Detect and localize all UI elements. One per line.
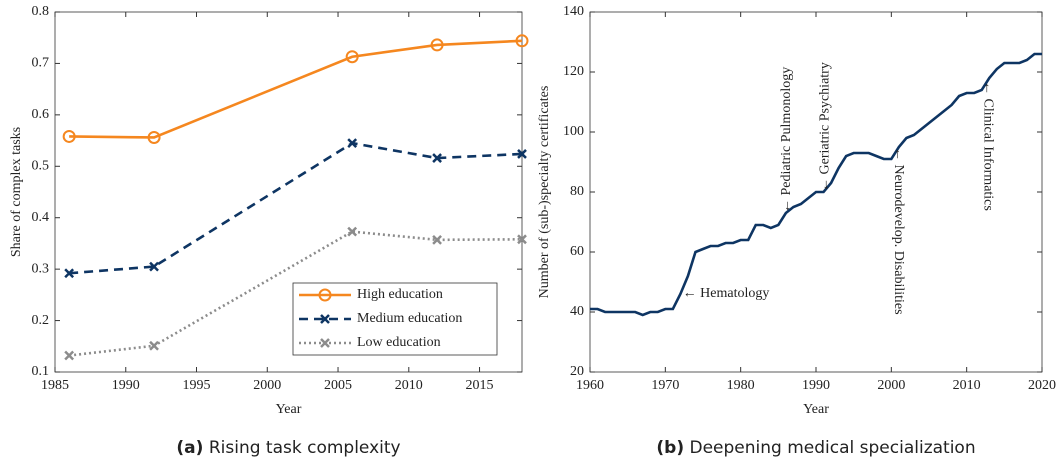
x-tick-label: 1995 bbox=[183, 378, 211, 393]
y-tick-label: 0.1 bbox=[32, 364, 50, 379]
y-tick-label: 0.4 bbox=[32, 210, 50, 225]
legend-marker bbox=[318, 288, 332, 302]
marker bbox=[347, 226, 358, 237]
legend-marker bbox=[320, 314, 330, 324]
x-tick-label: 2005 bbox=[324, 378, 352, 393]
y-tick-label: 0.5 bbox=[32, 159, 50, 174]
x-axis-label: Year bbox=[803, 402, 829, 417]
y-tick-label: 0.3 bbox=[32, 261, 50, 276]
marker bbox=[64, 350, 75, 361]
y-tick-label: 0.8 bbox=[32, 4, 50, 19]
marker bbox=[345, 50, 359, 64]
marker bbox=[517, 234, 527, 245]
annotation: ← Hematology bbox=[683, 286, 770, 301]
marker bbox=[149, 340, 159, 351]
y-tick-label: 60 bbox=[570, 244, 584, 259]
y-tick-label: 0.2 bbox=[32, 313, 50, 328]
y-tick-label: 120 bbox=[563, 64, 584, 79]
marker bbox=[147, 130, 161, 144]
legend-label: Medium education bbox=[357, 311, 462, 326]
x-tick-label: 1980 bbox=[727, 378, 755, 393]
y-tick-label: 0.6 bbox=[32, 107, 50, 122]
plot-frame bbox=[54, 11, 523, 373]
marker bbox=[515, 34, 529, 48]
annotation: ← Neurodevelop. Disabilities bbox=[891, 147, 906, 315]
x-tick-label: 1970 bbox=[651, 378, 679, 393]
y-axis-label: Share of complex tasks bbox=[9, 127, 24, 257]
annotation: ← Clinical Informatics bbox=[981, 81, 996, 211]
marker bbox=[430, 38, 444, 52]
marker bbox=[62, 129, 76, 143]
annotation: ← Pediatric Pulmonology bbox=[779, 67, 794, 213]
x-tick-label: 2000 bbox=[877, 378, 905, 393]
x-tick-label: 2020 bbox=[1028, 378, 1056, 393]
caption-label: (b) bbox=[656, 438, 684, 458]
annotation: ← Geriatric Psychiatry bbox=[817, 62, 832, 192]
caption: (a) Rising task complexity bbox=[176, 438, 400, 458]
marker bbox=[347, 138, 358, 149]
x-tick-label: 2015 bbox=[466, 378, 494, 393]
x-tick-label: 1960 bbox=[576, 378, 604, 393]
series-line bbox=[69, 39, 523, 139]
y-axis-label: Number of (sub-)specialty certificates bbox=[537, 86, 552, 299]
caption-label: (a) bbox=[176, 438, 203, 458]
legend-label: Low education bbox=[357, 335, 441, 350]
marker bbox=[149, 261, 159, 272]
y-tick-label: 0.7 bbox=[32, 56, 50, 71]
legend-label: High education bbox=[357, 287, 443, 302]
y-tick-label: 80 bbox=[570, 184, 584, 199]
x-tick-label: 1985 bbox=[41, 378, 69, 393]
series-line bbox=[69, 141, 523, 275]
caption: (b) Deepening medical specialization bbox=[656, 438, 975, 458]
y-tick-label: 100 bbox=[563, 124, 584, 139]
y-tick-label: 140 bbox=[563, 4, 584, 19]
x-tick-label: 2010 bbox=[953, 378, 981, 393]
legend-marker bbox=[320, 338, 330, 348]
marker bbox=[432, 153, 442, 163]
x-axis-label: Year bbox=[276, 402, 302, 417]
y-tick-label: 40 bbox=[570, 304, 584, 319]
x-tick-label: 2000 bbox=[253, 378, 281, 393]
series-line bbox=[590, 52, 1042, 317]
marker bbox=[64, 268, 75, 279]
x-tick-label: 1990 bbox=[802, 378, 830, 393]
x-tick-label: 1990 bbox=[112, 378, 140, 393]
x-tick-label: 2010 bbox=[395, 378, 423, 393]
y-tick-label: 20 bbox=[570, 364, 584, 379]
marker bbox=[517, 149, 527, 159]
caption-text: Rising task complexity bbox=[209, 438, 401, 458]
caption-text: Deepening medical specialization bbox=[690, 438, 976, 458]
series-line bbox=[69, 230, 523, 357]
marker bbox=[432, 234, 442, 245]
